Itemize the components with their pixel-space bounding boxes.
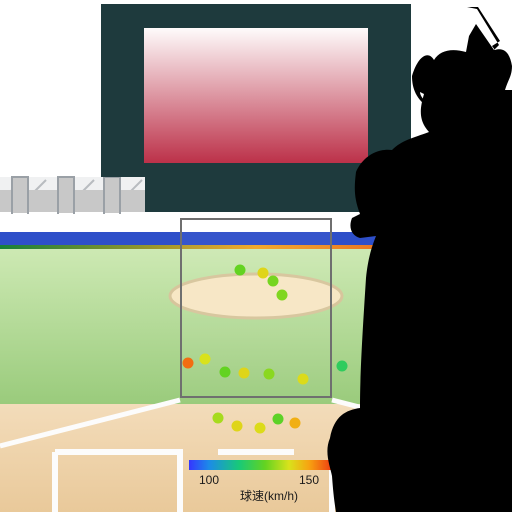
pitch-marker [258, 268, 269, 279]
pitch-marker [235, 265, 246, 276]
legend-tick: 100 [199, 473, 219, 487]
pitch-marker [255, 423, 266, 434]
pitch-marker [200, 354, 211, 365]
pitch-location-chart: 100 150球速(km/h) [0, 0, 512, 512]
pitch-marker [183, 358, 194, 369]
velocity-legend-bar [189, 460, 349, 470]
strike-zone [181, 219, 331, 397]
pitch-marker [239, 368, 250, 379]
scoreboard-neck [145, 177, 367, 212]
pitch-marker [213, 413, 224, 424]
pitch-marker [273, 414, 284, 425]
pitch-marker [268, 276, 279, 287]
legend-tick: 150 [299, 473, 319, 487]
pitch-marker [277, 290, 288, 301]
pitch-marker [264, 369, 275, 380]
pitch-marker [298, 374, 309, 385]
pitch-marker [220, 367, 231, 378]
pitch-marker [232, 421, 243, 432]
pitch-marker [337, 361, 348, 372]
legend-title: 球速(km/h) [240, 489, 298, 503]
pitch-marker [290, 418, 301, 429]
scoreboard-screen [144, 28, 368, 163]
